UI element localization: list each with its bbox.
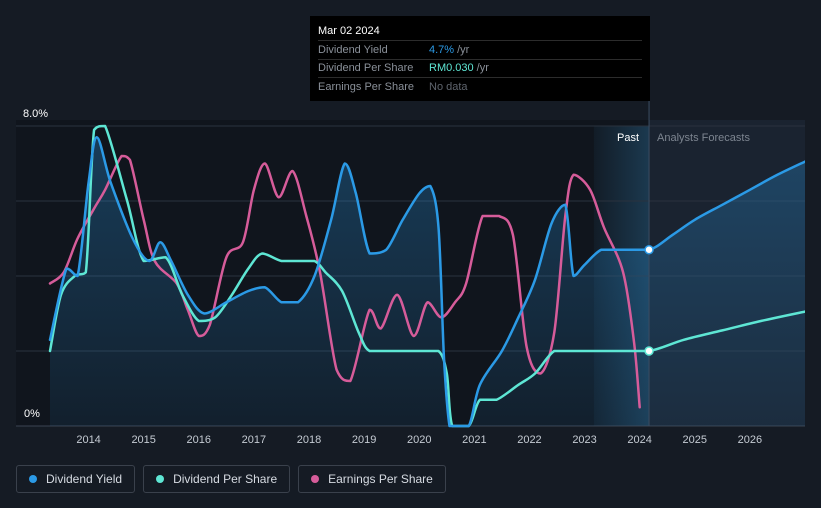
x-tick-label: 2019 [352, 434, 376, 446]
tooltip-unit: /yr [457, 43, 470, 56]
x-tick-label: 2020 [407, 434, 431, 446]
past-section-label: Past [617, 132, 640, 144]
tooltip-label: Dividend Per Share [318, 62, 414, 75]
y-axis-label-min: 0% [24, 408, 40, 420]
x-tick-label: 2016 [187, 434, 211, 446]
forecast-section-label: Analysts Forecasts [657, 132, 750, 144]
dividend-yield-marker [644, 245, 654, 255]
x-tick-label: 2025 [683, 434, 707, 446]
legend-item-dividend-per-share[interactable]: Dividend Per Share [143, 465, 291, 493]
legend-item-dividend-yield[interactable]: Dividend Yield [16, 465, 136, 493]
tooltip-row-dividend-per-share: Dividend Per Share RM0.030 /yr [318, 58, 642, 78]
tooltip-value: RM0.030 [429, 62, 474, 75]
x-tick-label: 2023 [572, 434, 596, 446]
tooltip-date: Mar 02 2024 [318, 25, 380, 37]
x-tick-label: 2015 [131, 434, 155, 446]
legend-label: Dividend Per Share [173, 472, 278, 486]
dividend-yield-line [48, 136, 805, 428]
earnings-per-share-line [48, 154, 641, 409]
dividend-yield-area [50, 137, 805, 427]
legend-dot-icon [156, 475, 165, 483]
tooltip-label: Earnings Per Share [318, 80, 414, 93]
tooltip-unit: /yr [476, 62, 489, 75]
chart-legend: Dividend Yield Dividend Per Share Earnin… [16, 465, 446, 493]
x-tick-label: 2018 [297, 434, 321, 446]
x-tick-label: 2014 [76, 434, 100, 446]
x-tick-label: 2017 [242, 434, 266, 446]
tooltip-value: 4.7% [429, 43, 455, 56]
tooltip-row-dividend-yield: Dividend Yield 4.7% /yr [318, 40, 642, 59]
x-tick-label: 2021 [462, 434, 486, 446]
legend-label: Earnings Per Share [328, 472, 433, 486]
tooltip-value: No data [429, 80, 468, 93]
hover-tooltip: Mar 02 2024 Dividend Yield 4.7% /yr Divi… [310, 16, 650, 101]
tooltip-label: Dividend Yield [318, 43, 388, 56]
x-tick-label: 2022 [517, 434, 541, 446]
tooltip-row-earnings-per-share: Earnings Per Share No data [318, 77, 642, 96]
dividend-per-share-line [48, 124, 805, 428]
legend-item-earnings-per-share[interactable]: Earnings Per Share [298, 465, 446, 493]
dividend-per-share-marker [644, 346, 654, 356]
x-tick-label: 2024 [627, 434, 651, 446]
y-axis-label-max: 8.0% [23, 108, 49, 120]
legend-dot-icon [29, 475, 37, 483]
legend-dot-icon [311, 475, 320, 483]
x-tick-label: 2026 [738, 434, 762, 446]
legend-label: Dividend Yield [46, 472, 123, 486]
